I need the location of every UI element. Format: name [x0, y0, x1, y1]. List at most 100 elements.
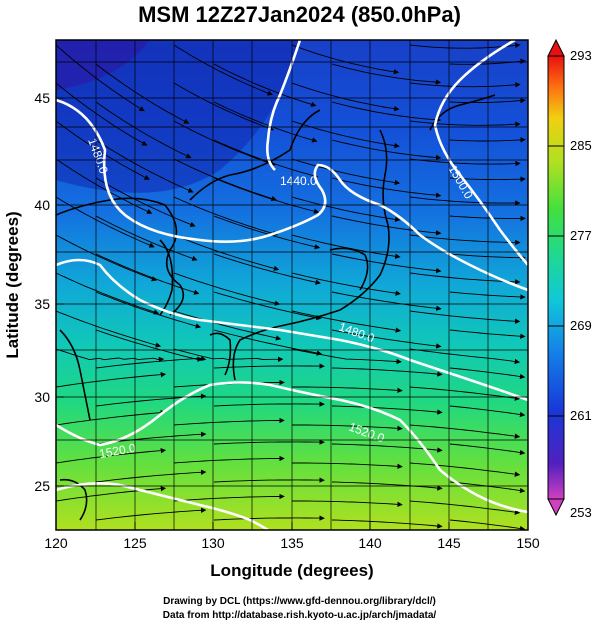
- colorbar-label: 277: [570, 228, 592, 243]
- streamline: [56, 234, 158, 282]
- streamline: [409, 310, 521, 324]
- streamline: [173, 158, 277, 202]
- lon-tick-label: 130: [201, 535, 225, 551]
- streamline: [449, 253, 526, 261]
- streamline: [331, 253, 442, 274]
- streamline: [56, 196, 155, 248]
- streamline: [291, 272, 401, 296]
- streamline: [213, 253, 321, 285]
- streamline: [173, 455, 285, 464]
- streamline: [409, 196, 521, 206]
- streamline: [291, 310, 402, 333]
- streamline: [331, 291, 442, 311]
- colorbar-top-arrow: [547, 38, 565, 57]
- streamline: [173, 234, 280, 271]
- streamline: [449, 97, 526, 104]
- lat-lon-grid: [56, 40, 528, 530]
- streamline: [173, 310, 282, 341]
- streamline: [173, 196, 279, 237]
- streamline: [173, 120, 276, 166]
- lon-tick-labels: 120 125 130 135 140 145 150: [44, 535, 540, 551]
- contour-label: 1520.0: [98, 441, 137, 461]
- streamline: [173, 44, 273, 96]
- streamline: [213, 363, 325, 369]
- streamline: [213, 291, 322, 321]
- streamline: [409, 234, 521, 246]
- x-axis-title: Longitude (degrees): [210, 561, 373, 580]
- streamline: [213, 139, 319, 179]
- streamline: [213, 329, 323, 356]
- streamline: [213, 515, 325, 521]
- streamline: [409, 500, 521, 515]
- streamline: [56, 447, 167, 464]
- streamline: [331, 215, 442, 236]
- cold-region-shading: [56, 40, 300, 193]
- streamline: [331, 101, 442, 123]
- lat-tick-label: 45: [34, 90, 50, 106]
- streamline: [409, 82, 521, 88]
- colorbar-bottom-arrow: [547, 498, 565, 517]
- colorbar-label: 261: [570, 408, 592, 423]
- lon-tick-label: 140: [358, 535, 382, 551]
- colorbar: 293 285 277 269 261 253: [547, 38, 592, 520]
- lat-tick-label: 40: [34, 197, 50, 213]
- streamline: [95, 177, 196, 227]
- colorbar-label: 253: [570, 505, 592, 520]
- streamline: [56, 348, 165, 363]
- streamline: [291, 196, 401, 223]
- streamline: [56, 310, 162, 348]
- geopotential-contours: [56, 40, 528, 530]
- streamline: [291, 348, 402, 365]
- map-title: MSM 12Z27Jan2024 (850.0hPa): [138, 2, 461, 27]
- streamline: [449, 137, 526, 143]
- streamline: [331, 367, 443, 377]
- streamline: [213, 101, 318, 143]
- streamline: [409, 424, 521, 439]
- colorbar-body: [547, 55, 565, 500]
- streamline: [292, 424, 403, 432]
- streamline: [213, 215, 321, 250]
- lat-tick-label: 25: [34, 478, 50, 494]
- streamline: [331, 481, 443, 491]
- streamline: [213, 401, 325, 407]
- streamline: [409, 348, 521, 365]
- streamline: [95, 139, 194, 193]
- streamline: [409, 386, 521, 401]
- streamline: [173, 82, 275, 131]
- streamline: [56, 371, 167, 388]
- colorbar-label: 293: [570, 48, 592, 63]
- streamline: [291, 120, 400, 149]
- lat-tick-labels: 25 30 35 40 45: [34, 90, 50, 494]
- lon-tick-label: 135: [280, 535, 304, 551]
- streamline: [409, 272, 521, 285]
- streamline: [409, 462, 521, 477]
- streamline: [292, 386, 403, 394]
- y-axis-title: Latitude (degrees): [3, 211, 22, 358]
- streamline: [95, 63, 190, 124]
- streamline: [213, 477, 325, 483]
- streamline: [56, 272, 160, 315]
- streamline: [173, 272, 281, 306]
- streamline: [95, 215, 198, 261]
- coastlines: [56, 94, 496, 521]
- lon-tick-label: 150: [516, 535, 540, 551]
- streamline: [213, 63, 317, 107]
- lat-tick-label: 35: [34, 296, 50, 312]
- streamline: [95, 291, 202, 329]
- streamline: [56, 82, 148, 146]
- lon-tick-label: 145: [437, 535, 461, 551]
- streamline: [56, 120, 150, 180]
- streamline: [331, 405, 443, 415]
- streamline: [331, 177, 442, 198]
- streamline: [95, 355, 207, 369]
- streamline: [213, 439, 325, 445]
- axis-ticks: [55, 97, 529, 530]
- streamline: [449, 405, 526, 418]
- streamline: [449, 215, 526, 222]
- streamline: [56, 44, 145, 112]
- streamline: [173, 493, 285, 502]
- streamline: [213, 177, 320, 214]
- streamline: [173, 348, 284, 362]
- lon-tick-label: 120: [44, 535, 68, 551]
